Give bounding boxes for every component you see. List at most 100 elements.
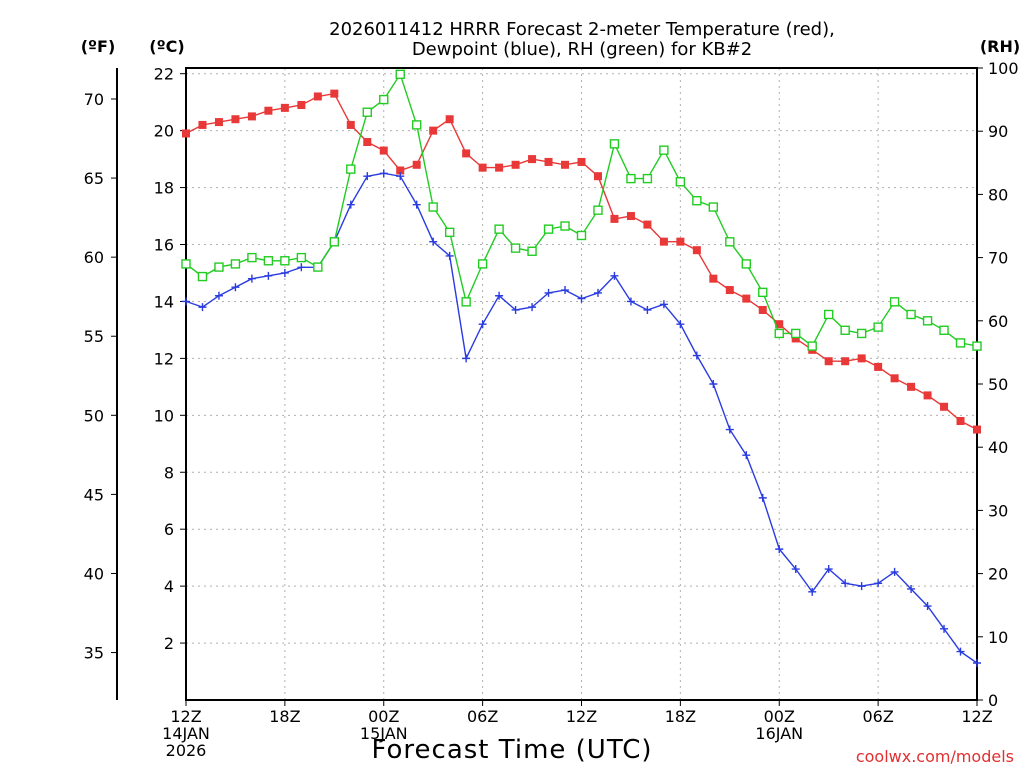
temperature-point: [511, 160, 520, 169]
rh-point: [230, 259, 241, 269]
dewpoint-point: [182, 297, 190, 306]
temperature-point: [478, 163, 487, 172]
celsius-tick-label: 20: [154, 122, 174, 141]
rh-point: [313, 262, 323, 272]
temperature-point: [445, 115, 454, 124]
x-tick-label: 00Z: [368, 707, 399, 726]
temperature-point: [330, 89, 339, 98]
rh-point: [280, 256, 290, 266]
x-axis-title: Forecast Time (UTC): [371, 735, 652, 765]
rh-point: [659, 145, 669, 155]
temperature-point: [396, 166, 405, 175]
rh-point: [576, 230, 587, 241]
fahrenheit-tick-label: 35: [84, 644, 104, 663]
temperature-point: [379, 146, 388, 155]
temperature-point: [824, 357, 833, 366]
x-tick-label: 16JAN: [755, 724, 803, 743]
temperature-point: [626, 212, 635, 221]
rh-point: [362, 107, 372, 117]
temperature-point: [495, 163, 504, 172]
temperature-point: [297, 101, 306, 110]
rh-point: [840, 325, 850, 335]
dewpoint-line: [185, 172, 978, 664]
x-tick-label: 18Z: [269, 707, 300, 726]
rh-tick-label: 70: [988, 249, 1008, 268]
rh-point: [741, 259, 751, 269]
rh-point: [708, 202, 719, 212]
dewpoint-point: [247, 274, 256, 283]
dewpoint-point: [824, 565, 833, 574]
temperature-point: [709, 274, 718, 283]
rh-point: [758, 287, 768, 298]
dewpoint-point: [857, 582, 866, 591]
rh-point: [725, 237, 735, 247]
temperature-point: [412, 160, 421, 169]
rh-point: [444, 227, 455, 238]
rh-point: [412, 120, 422, 130]
fahrenheit-tick-label: 70: [84, 90, 104, 109]
fahrenheit-tick-label: 55: [84, 327, 104, 346]
rh-tick-label: 30: [988, 501, 1008, 520]
temperature-point: [890, 374, 899, 383]
dewpoint-point: [890, 567, 899, 576]
rh-point: [791, 328, 801, 339]
rh-point: [642, 173, 653, 184]
dewpoint-point: [363, 172, 372, 181]
temperature-point: [841, 357, 850, 366]
dewpoint-point: [511, 305, 520, 314]
temperature-point: [313, 92, 322, 101]
rh-point: [527, 246, 537, 256]
rh-point: [922, 316, 933, 326]
temperature-point: [956, 417, 965, 426]
temperature-point: [758, 305, 767, 314]
x-tick-label: 06Z: [862, 707, 893, 726]
celsius-tick-label: 4: [164, 577, 174, 596]
rh-point: [296, 252, 307, 263]
rh-point: [428, 202, 438, 212]
dewpoint-point: [561, 286, 570, 295]
rh-point: [856, 328, 867, 339]
fahrenheit-tick-label: 45: [84, 485, 104, 504]
rh-point: [329, 237, 340, 247]
dewpoint-point: [445, 251, 454, 260]
temperature-point: [561, 160, 570, 169]
dewpoint-point: [775, 545, 784, 554]
chart-title-line1: 2026011412 HRRR Forecast 2-meter Tempera…: [329, 19, 835, 40]
tick-labels: 2 4 6 8 10 12 14 16 18 20 22 35 40 45 50 55 60 65 70 0 10 20 3…: [84, 59, 1019, 760]
dewpoint-point: [758, 493, 767, 502]
rh-point: [593, 205, 603, 215]
rh-tick-label: 0: [988, 691, 998, 710]
temperature-point: [692, 246, 701, 255]
rh-tick-label: 90: [988, 122, 1008, 141]
celsius-tick-label: 6: [164, 520, 174, 539]
rh-point: [889, 297, 900, 307]
dewpoint-point: [956, 647, 965, 656]
temperature-point: [577, 157, 586, 166]
rh-tick-label: 20: [988, 565, 1008, 584]
rh-point: [395, 69, 405, 80]
temperature-point: [544, 157, 553, 166]
rh-point: [461, 297, 471, 307]
dewpoint-point: [346, 200, 355, 209]
temperature-point: [659, 237, 668, 246]
x-tick-label: 14JAN: [162, 724, 210, 743]
celsius-unit-label: (ºC): [149, 37, 184, 56]
rh-point: [346, 164, 356, 174]
rh-point: [873, 322, 883, 332]
rh-point: [807, 341, 817, 351]
dewpoint-point: [396, 172, 405, 181]
temperature-point: [643, 220, 652, 229]
rh-point: [823, 309, 834, 320]
rh-point: [955, 338, 966, 348]
dewpoint-point: [544, 288, 553, 297]
temperature-point: [775, 320, 784, 329]
rh-point: [939, 325, 949, 335]
source-credit: coolwx.com/models: [856, 747, 1014, 766]
dewpoint-point: [412, 200, 421, 209]
temperature-point: [791, 334, 800, 343]
fahrenheit-tick-label: 60: [84, 248, 104, 267]
rh-tick-label: 50: [988, 375, 1008, 394]
dewpoint-point: [610, 271, 619, 280]
rh-point: [675, 177, 686, 187]
